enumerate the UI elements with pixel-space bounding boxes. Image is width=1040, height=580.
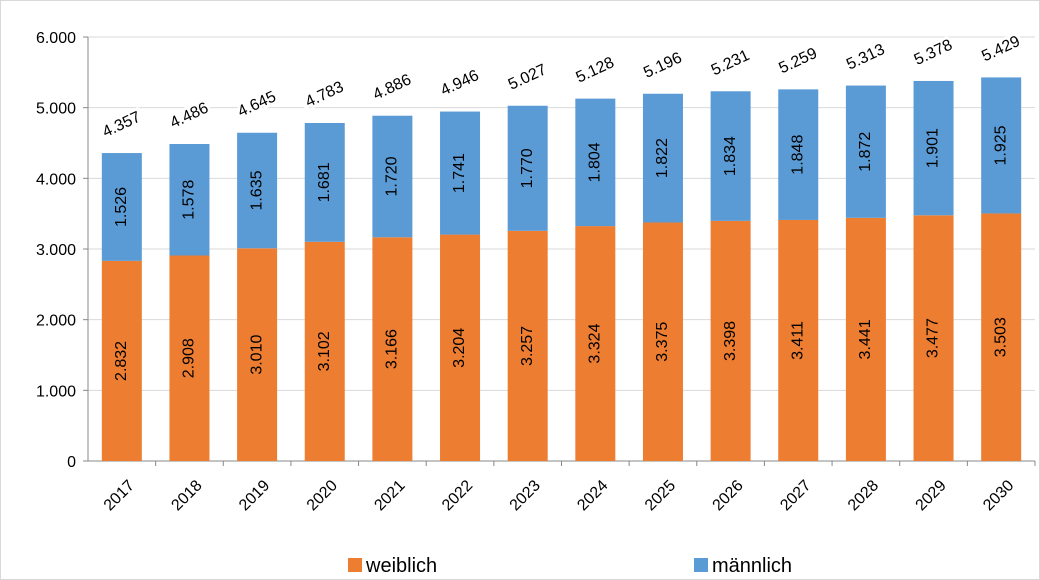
bar-segment (169, 255, 210, 461)
bar-segment (778, 219, 819, 461)
value-label: 1.822 (654, 138, 671, 178)
value-label: 1.834 (722, 136, 739, 176)
bar-segment (101, 260, 142, 461)
bar-segment (642, 93, 683, 223)
value-label: 1.901 (925, 128, 942, 168)
bar-segment (845, 85, 886, 218)
value-label: 3.204 (451, 328, 468, 368)
value-label: 3.166 (384, 329, 401, 369)
y-tick-label: 0 (67, 454, 76, 471)
bar-segment (440, 111, 481, 235)
bar-segment (372, 115, 413, 238)
value-label: 2.908 (181, 338, 198, 378)
value-label: 2.832 (113, 341, 130, 381)
value-label: 1.848 (789, 135, 806, 175)
bar-segment (507, 105, 548, 231)
value-label: 1.770 (519, 148, 536, 188)
legend-swatch (694, 558, 708, 572)
bar-segment (913, 215, 954, 461)
value-label: 1.872 (857, 132, 874, 172)
value-label: 3.441 (857, 319, 874, 359)
bar-segment (710, 220, 751, 461)
value-label: 3.503 (992, 317, 1009, 357)
bar-segment (440, 234, 481, 461)
legend-label: männlich (712, 555, 792, 577)
bar-segment (981, 213, 1022, 461)
value-label: 1.925 (992, 125, 1009, 165)
bar-segment (169, 143, 210, 256)
bar-segment (778, 89, 819, 220)
bar-segment (845, 217, 886, 461)
bar-segment (507, 230, 548, 461)
bar-segment (981, 77, 1022, 214)
bar-segment (575, 226, 616, 461)
bar-segment (913, 80, 954, 216)
bar-segment (237, 248, 278, 461)
bar-segment (642, 222, 683, 461)
value-label: 1.635 (248, 170, 265, 210)
value-label: 1.526 (113, 187, 130, 227)
legend-label: weiblich (365, 555, 437, 577)
bar-segment (101, 153, 142, 261)
y-tick-label: 4.000 (36, 171, 76, 188)
y-tick-label: 3.000 (36, 242, 76, 259)
bar-segment (304, 123, 345, 242)
value-label: 3.257 (519, 326, 536, 366)
value-label: 1.578 (181, 180, 198, 220)
y-tick-label: 5.000 (36, 101, 76, 118)
bar-segment (710, 91, 751, 221)
value-label: 1.741 (451, 153, 468, 193)
value-label: 3.102 (316, 331, 333, 371)
y-tick-label: 2.000 (36, 313, 76, 330)
y-tick-label: 6.000 (36, 30, 76, 47)
bar-segment (575, 98, 616, 227)
bar-segment (237, 132, 278, 249)
value-label: 1.804 (587, 142, 604, 182)
value-label: 3.375 (654, 322, 671, 362)
value-label: 1.720 (384, 156, 401, 196)
value-label: 1.681 (316, 162, 333, 202)
value-label: 3.010 (248, 335, 265, 375)
value-label: 3.411 (789, 321, 806, 360)
bar-segment (372, 237, 413, 461)
bar-segment (304, 241, 345, 461)
y-tick-label: 1.000 (36, 383, 76, 400)
value-label: 3.324 (587, 323, 604, 363)
value-label: 3.398 (722, 321, 739, 361)
value-label: 3.477 (925, 318, 942, 358)
legend-swatch (348, 558, 362, 572)
